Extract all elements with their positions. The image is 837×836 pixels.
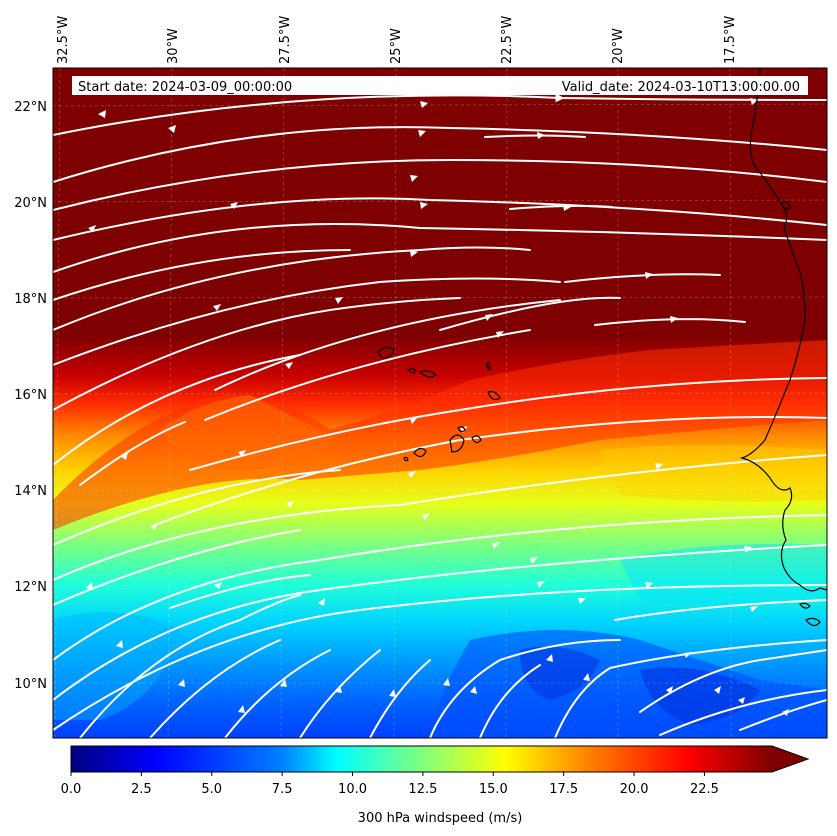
streamline [53, 584, 827, 731]
streamline [53, 529, 301, 606]
colorbar-gradient [71, 746, 772, 772]
streamline [639, 649, 827, 713]
streamline [53, 246, 531, 331]
streamline [299, 649, 381, 738]
colorbar-tick-label: 10.0 [338, 782, 367, 797]
streamline [79, 594, 301, 738]
cape-verde-island [457, 426, 466, 433]
bissagos-island [799, 602, 811, 609]
streamline [479, 664, 541, 738]
lon-label: 20°W [611, 28, 626, 64]
bissagos-island [805, 617, 821, 627]
lon-label: 32.5°W [56, 16, 71, 64]
streamline [53, 454, 827, 581]
cape-verde-island [377, 346, 395, 359]
lat-label: 16°N [14, 388, 47, 403]
map-frame [52, 67, 828, 739]
map-panel[interactable] [53, 68, 827, 738]
lat-label: 22°N [14, 100, 47, 115]
streamline [53, 469, 341, 546]
streamline [214, 299, 561, 391]
streamline [53, 277, 561, 366]
cape-verde-island [471, 435, 482, 444]
colorbar-ticks: 0.0 2.5 5.0 7.5 10.0 12.5 15.0 17.5 20.0 22.5 [61, 772, 719, 797]
streamline [169, 574, 311, 609]
bissagos-island [781, 200, 791, 211]
streamline [149, 639, 281, 738]
colorbar-label: 300 hPa windspeed (m/s) [358, 811, 523, 826]
lat-label: 20°N [14, 196, 47, 211]
colorbar-outline [70, 745, 810, 773]
streamline [224, 649, 331, 738]
cape-verde-island [486, 362, 491, 372]
header-box [72, 76, 808, 95]
colorbar-tick-label: 17.5 [549, 782, 578, 797]
streamline [53, 126, 827, 183]
valid-date-label: Valid_date: 2024-03-10T13:00:00.00 [562, 80, 800, 95]
colorbar-tick-label: 0.0 [61, 782, 82, 797]
lon-label: 17.5°W [723, 16, 738, 64]
streamline [484, 134, 586, 138]
streamline [439, 296, 621, 331]
streamline [189, 377, 827, 471]
colorbar-tick-label: 22.5 [690, 782, 719, 797]
start-date-label: Start date: 2024-03-09_00:00:00 [78, 80, 292, 95]
colorbar: 0.0 2.5 5.0 7.5 10.0 12.5 15.0 17.5 20.0 22.5 300… [61, 745, 810, 826]
streamline [53, 354, 301, 466]
lat-labels: 22°N 20°N 18°N 16°N 14°N 12°N 10°N [14, 100, 47, 692]
streamline-arrows [86, 98, 789, 716]
colorbar-tick-label: 15.0 [479, 782, 508, 797]
africa-coastline [739, 68, 827, 592]
streamline [79, 421, 186, 486]
streamline [53, 514, 827, 661]
streamline [204, 329, 531, 421]
streamline [614, 599, 827, 621]
colorbar-tick-label: 2.5 [131, 782, 152, 797]
streamline [53, 249, 351, 301]
colorbar-extend-arrow [772, 746, 808, 772]
coastlines [377, 68, 827, 627]
lat-label: 12°N [14, 580, 47, 595]
streamlines[interactable] [53, 93, 827, 738]
cape-verde-island [449, 434, 465, 453]
streamline [53, 297, 461, 411]
lat-label: 14°N [14, 484, 47, 499]
lon-labels: 32.5°W 30°W 27.5°W 25°W 22.5°W 20°W 17.5… [56, 16, 738, 64]
streamline [659, 689, 827, 736]
cape-verde-island [403, 456, 409, 462]
colorbar-tick-label: 5.0 [201, 782, 222, 797]
lat-label: 10°N [14, 677, 47, 692]
cape-verde-island [407, 368, 417, 374]
streamline [554, 639, 827, 738]
lon-label: 25°W [389, 28, 404, 64]
streamline [429, 639, 621, 738]
cape-verde-island [418, 370, 437, 378]
lon-label: 27.5°W [278, 16, 293, 64]
cape-verde-island [413, 447, 427, 458]
colorbar-tick-label: 12.5 [408, 782, 437, 797]
colorbar-tick-label: 20.0 [620, 782, 649, 797]
lat-label: 18°N [14, 292, 47, 307]
lon-label: 22.5°W [500, 16, 515, 64]
streamline [53, 93, 827, 136]
streamline [53, 223, 827, 273]
cape-verde-island [487, 391, 501, 401]
streamline [53, 544, 827, 701]
streamline [53, 197, 827, 241]
colorbar-tick-label: 7.5 [272, 782, 293, 797]
lon-label: 30°W [166, 28, 181, 64]
streamline [53, 158, 827, 211]
streamline [154, 415, 827, 526]
streamline [369, 659, 431, 738]
